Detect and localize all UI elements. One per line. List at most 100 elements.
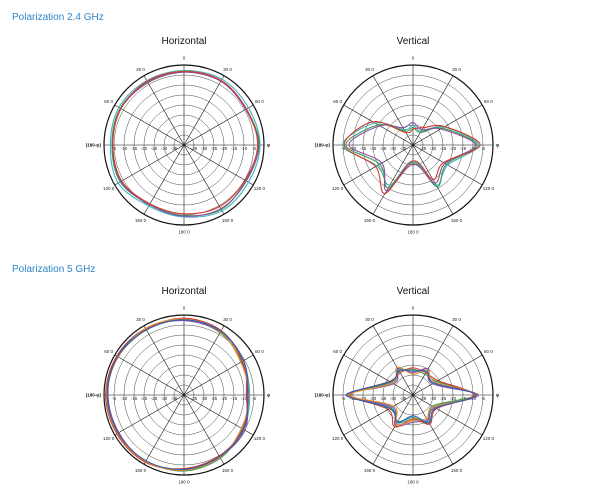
polar-spoke	[372, 394, 414, 465]
polar-spoke	[412, 75, 454, 146]
angle-tick-label: 30 0	[452, 317, 461, 322]
radial-tick-label: -35	[191, 146, 198, 151]
polar-spoke	[183, 144, 225, 215]
polar-spoke	[143, 325, 185, 396]
polar-spoke	[412, 394, 454, 465]
chart-title-2-4ghz-horizontal: Horizontal	[161, 36, 207, 47]
angle-tick-label: 30 0	[452, 67, 461, 72]
polar-spoke	[114, 104, 185, 146]
radial-tick-label: -10	[241, 146, 248, 151]
radial-tick-label: -20	[370, 396, 377, 401]
polar-spoke	[372, 75, 414, 146]
polar-spoke	[343, 394, 414, 436]
angle-tick-label: 120 0	[332, 436, 344, 441]
angle-tick-label: 60 0	[255, 349, 264, 354]
angle-tick-label: 150 0	[451, 218, 463, 223]
polar-spoke	[183, 75, 225, 146]
polar-spoke	[412, 394, 483, 436]
angle-tick-label: 150 0	[364, 218, 376, 223]
angle-tick-label: 120 0	[254, 436, 266, 441]
polar-spoke	[343, 354, 414, 396]
angle-tick-label: 120 0	[103, 186, 115, 191]
polar-chart-2-4ghz-horizontal: 0 30 0 60 0 120 0 150 0 180 0 150 0 120 0 60 0 30…	[86, 56, 271, 235]
angle-tick-label: 60 0	[104, 349, 113, 354]
angle-tick-label: 30 0	[136, 67, 145, 72]
polar-spoke	[412, 354, 483, 396]
radial-tick-label: -20	[221, 146, 228, 151]
polar-chart-2-4ghz-vertical: 0 30 0 60 0 120 0 150 0 180 0 150 0 120 0 60 0 30…	[315, 56, 500, 235]
radial-tick-label: -15	[131, 396, 138, 401]
radial-tick-label: -10	[121, 146, 128, 151]
angle-tick-label: 150 0	[135, 218, 147, 223]
radial-tick-label: -5	[341, 146, 345, 151]
angle-tick-label: 30 0	[223, 67, 232, 72]
angle-tick-label: 120 0	[483, 436, 495, 441]
angle-axis-label-left: (180-φ)	[315, 393, 331, 398]
radial-tick-label: -15	[360, 146, 367, 151]
angle-tick-label: 120 0	[254, 186, 266, 191]
series-line-4	[105, 318, 250, 471]
series-line-2	[348, 122, 476, 192]
radial-tick-label: -25	[151, 146, 158, 151]
radial-tick-label: -15	[460, 396, 467, 401]
radial-tick-label: -15	[231, 396, 238, 401]
angle-tick-label: 30 0	[365, 317, 374, 322]
angle-tick-label: 60 0	[333, 99, 342, 104]
radial-tick-label: -30	[161, 396, 168, 401]
series-line-5	[106, 319, 249, 471]
polar-spoke	[143, 394, 185, 465]
radial-tick-label: -35	[171, 396, 178, 401]
radial-tick-label: -25	[380, 396, 387, 401]
series-line-1	[348, 368, 476, 424]
polar-spoke	[343, 144, 414, 186]
radial-tick-label: -25	[211, 146, 218, 151]
chart-title-2-4ghz-vertical: Vertical	[396, 36, 430, 47]
angle-axis-label-right: φ	[496, 143, 500, 148]
radial-tick-label: -30	[201, 396, 208, 401]
radial-tick-label: -25	[151, 396, 158, 401]
radial-tick-label: -5	[252, 396, 256, 401]
radial-tick-label: -25	[211, 396, 218, 401]
section-title-2-4ghz: Polarization 2.4 GHz	[12, 12, 104, 23]
series-line-4	[347, 366, 478, 426]
angle-tick-label: 120 0	[103, 436, 115, 441]
angle-tick-label: 60 0	[333, 349, 342, 354]
polar-chart-5ghz-vertical: 0 30 0 60 0 120 0 150 0 180 0 150 0 120 0 60 0 30…	[315, 306, 500, 485]
angle-axis-label-right: φ	[267, 393, 271, 398]
radial-tick-label: -35	[171, 146, 178, 151]
angle-tick-label: 150 0	[222, 468, 234, 473]
radial-tick-label: -20	[450, 146, 457, 151]
polar-spoke	[143, 75, 185, 146]
polar-grid	[103, 314, 265, 476]
radial-tick-label: -10	[241, 396, 248, 401]
series-line-5	[346, 369, 477, 424]
radial-tick-label: -30	[390, 146, 397, 151]
radial-tick-label: -5	[112, 396, 116, 401]
series-line-3	[350, 367, 475, 428]
radial-tick-label: -15	[460, 146, 467, 151]
polar-spoke	[372, 325, 414, 396]
radial-tick-label: -20	[450, 396, 457, 401]
radial-tick-label: -5	[252, 146, 256, 151]
radial-tick-label: -30	[430, 146, 437, 151]
radial-tick-label: -15	[131, 146, 138, 151]
angle-tick-label: 60 0	[484, 349, 493, 354]
radial-tick-label: -25	[380, 146, 387, 151]
chart-title-5ghz-horizontal: Horizontal	[161, 286, 207, 297]
angle-axis-label-left: (180-φ)	[86, 143, 102, 148]
polar-spoke	[114, 144, 185, 186]
chart-title-5ghz-vertical: Vertical	[396, 286, 430, 297]
polar-chart-5ghz-horizontal: 0 30 0 60 0 120 0 150 0 180 0 150 0 120 0 60 0 30…	[86, 306, 271, 485]
angle-tick-label: 60 0	[484, 99, 493, 104]
angle-axis-label-left: (180-φ)	[86, 393, 102, 398]
angle-tick-label: 30 0	[136, 317, 145, 322]
radial-tick-label: -35	[400, 396, 407, 401]
polar-spoke	[412, 104, 483, 146]
radial-tick-label: -35	[420, 396, 427, 401]
radial-tick-label: -30	[390, 396, 397, 401]
radial-tick-label: -20	[221, 396, 228, 401]
angle-axis-label-left: (180-φ)	[315, 143, 331, 148]
polar-grid	[103, 64, 265, 226]
angle-tick-label: 0	[412, 306, 415, 311]
angle-tick-label: 0	[412, 56, 415, 61]
